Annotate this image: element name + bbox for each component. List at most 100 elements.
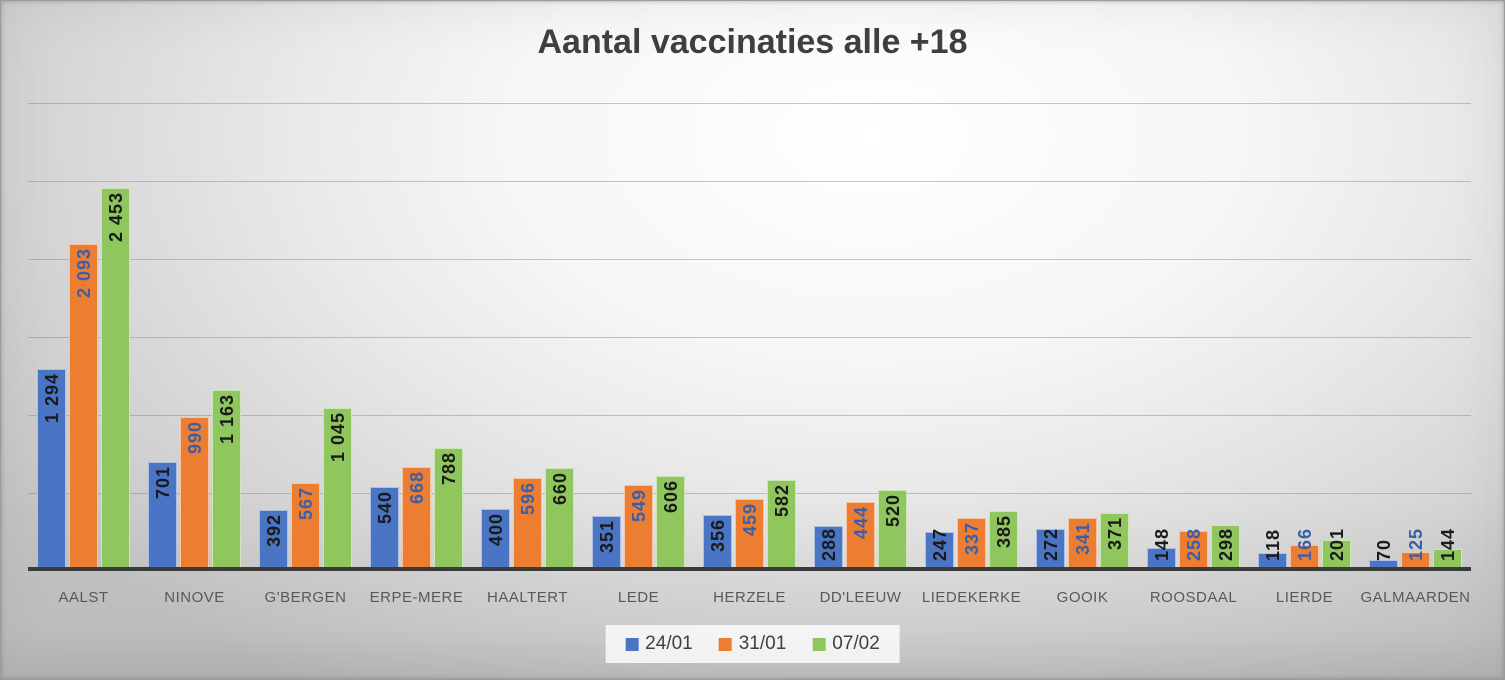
bar-lierde-24-01 (1258, 552, 1287, 571)
bar-label-erpe-mere-24-01: 540 (374, 490, 395, 524)
bar-label-herzele-07-02: 582 (771, 484, 792, 518)
gridline-2000 (28, 259, 1471, 260)
x-label-roosdaal: ROOSDAAL (1149, 589, 1238, 606)
bar-label-roosdaal-31-01: 258 (1183, 527, 1204, 561)
bar-label-lede-31-01: 549 (628, 489, 649, 523)
bar-galmaarden-24-01 (1369, 560, 1398, 571)
x-label-galmaarden: GALMAARDEN (1360, 589, 1471, 606)
bar-label-lede-07-02: 606 (660, 480, 681, 514)
bar-ninove-07-02 (212, 389, 241, 571)
bar-g-bergen-31-01 (291, 482, 320, 571)
chart-title: Aantal vaccinaties alle +18 (537, 23, 968, 61)
bar-lede-31-01 (624, 485, 653, 571)
bar-liedekerke-24-01 (925, 532, 954, 571)
bar-dd-leeuw-31-01 (846, 501, 875, 571)
bar-label-ninove-07-02: 1 163 (216, 393, 237, 444)
bar-label-lierde-24-01: 118 (1262, 528, 1283, 561)
bar-label-haaltert-24-01: 400 (485, 512, 506, 546)
x-label-lierde: LIERDE (1275, 589, 1334, 606)
x-label-aalst: AALST (58, 589, 109, 606)
bar-label-gooik-07-02: 371 (1104, 517, 1125, 551)
legend-swatch-icon (812, 637, 826, 651)
legend-label-07-02: 07/02 (832, 633, 880, 654)
legend-label-31-01: 31/01 (738, 633, 787, 654)
bar-label-lierde-07-02: 201 (1326, 527, 1347, 561)
bar-roosdaal-31-01 (1179, 530, 1208, 571)
bar-gooik-07-02 (1100, 513, 1129, 571)
bar-label-gooik-24-01: 272 (1040, 527, 1061, 561)
bar-label-galmaarden-31-01: 125 (1405, 527, 1426, 561)
bar-aalst-31-01 (69, 244, 98, 571)
bar-dd-leeuw-07-02 (878, 489, 907, 571)
gridline-1000 (28, 415, 1471, 416)
bar-gooik-24-01 (1036, 528, 1065, 571)
legend-item-07-02: 07/02 (812, 633, 880, 655)
bar-lede-07-02 (656, 476, 685, 571)
bar-aalst-07-02 (101, 188, 130, 571)
legend-item-24-01: 24/01 (625, 633, 693, 655)
x-label-haaltert: HAALTERT (487, 589, 568, 606)
bar-label-liedekerke-24-01: 247 (929, 527, 950, 561)
gridline-3000 (28, 103, 1471, 104)
legend-swatch-icon (625, 637, 639, 651)
x-label-herzele: HERZELE (713, 589, 786, 606)
x-label-lede: LEDE (617, 589, 660, 606)
bar-label-haaltert-07-02: 660 (549, 472, 570, 506)
bar-herzele-31-01 (735, 499, 764, 571)
bar-haaltert-31-01 (513, 478, 542, 571)
gridline-2500 (28, 181, 1471, 182)
bar-label-galmaarden-24-01: 70 (1373, 538, 1394, 561)
bar-ninove-24-01 (148, 461, 177, 571)
x-axis-line (28, 567, 1471, 571)
bar-liedekerke-31-01 (957, 518, 986, 571)
x-label-gooik: GOOIK (1056, 589, 1109, 606)
bar-label-aalst-31-01: 2 093 (73, 248, 94, 299)
bar-label-lede-24-01: 351 (596, 520, 617, 554)
bar-herzele-07-02 (767, 480, 796, 571)
bar-label-liedekerke-07-02: 385 (993, 514, 1014, 548)
legend-swatch-icon (718, 637, 732, 651)
bar-g-bergen-07-02 (323, 407, 352, 571)
bar-label-g-bergen-24-01: 392 (263, 513, 284, 547)
bar-ninove-31-01 (180, 416, 209, 571)
legend-label-24-01: 24/01 (645, 633, 693, 654)
bar-label-dd-leeuw-31-01: 444 (850, 505, 871, 539)
bar-lierde-31-01 (1290, 545, 1319, 571)
bar-label-aalst-07-02: 2 453 (105, 192, 126, 243)
bar-lede-24-01 (592, 516, 621, 571)
bar-label-ninove-24-01: 701 (152, 465, 173, 499)
bar-haaltert-07-02 (545, 468, 574, 571)
x-label-erpe-mere: ERPE-MERE (369, 589, 464, 606)
bar-haaltert-24-01 (481, 508, 510, 571)
x-label-g-bergen: G'BERGEN (264, 589, 347, 606)
bar-label-erpe-mere-31-01: 668 (406, 470, 427, 504)
bar-g-bergen-24-01 (259, 509, 288, 571)
gridline-1500 (28, 337, 1471, 338)
bar-roosdaal-07-02 (1211, 524, 1240, 571)
bar-label-roosdaal-07-02: 298 (1215, 527, 1236, 561)
bar-label-dd-leeuw-24-01: 288 (818, 527, 839, 561)
bar-gooik-31-01 (1068, 517, 1097, 571)
bar-label-liedekerke-31-01: 337 (961, 522, 982, 556)
bar-dd-leeuw-24-01 (814, 526, 843, 571)
bar-lierde-07-02 (1322, 539, 1351, 571)
x-label-liedekerke: LIEDEKERKE (921, 589, 1022, 606)
bar-label-gooik-31-01: 341 (1072, 521, 1093, 555)
x-label-dd-leeuw: DD'LEEUW (819, 589, 902, 606)
bar-label-haaltert-31-01: 596 (517, 482, 538, 516)
bar-label-lierde-31-01: 166 (1294, 527, 1315, 561)
bar-aalst-24-01 (37, 369, 66, 571)
bar-roosdaal-24-01 (1147, 547, 1176, 571)
bar-erpe-mere-07-02 (434, 448, 463, 571)
bar-erpe-mere-31-01 (402, 466, 431, 571)
bar-label-herzele-31-01: 459 (739, 503, 760, 537)
bar-liedekerke-07-02 (989, 510, 1018, 571)
bar-label-g-bergen-31-01: 567 (295, 486, 316, 520)
bar-label-erpe-mere-07-02: 788 (438, 452, 459, 486)
bar-label-roosdaal-24-01: 148 (1151, 527, 1172, 561)
bar-label-herzele-24-01: 356 (707, 519, 728, 553)
bar-label-aalst-24-01: 1 294 (41, 373, 62, 424)
bar-label-g-bergen-07-02: 1 045 (327, 411, 348, 463)
